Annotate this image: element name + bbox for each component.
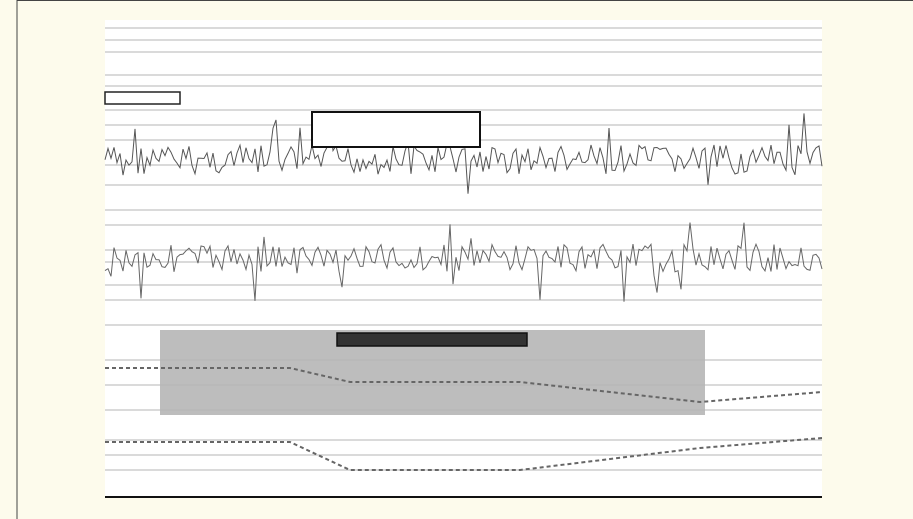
dark-label-box	[337, 333, 527, 346]
annotation-box	[312, 112, 480, 147]
label-box	[105, 92, 180, 104]
page: (() => { const svg = document.getElement…	[0, 0, 913, 519]
screenshot	[0, 0, 913, 519]
figure-area	[105, 20, 822, 498]
